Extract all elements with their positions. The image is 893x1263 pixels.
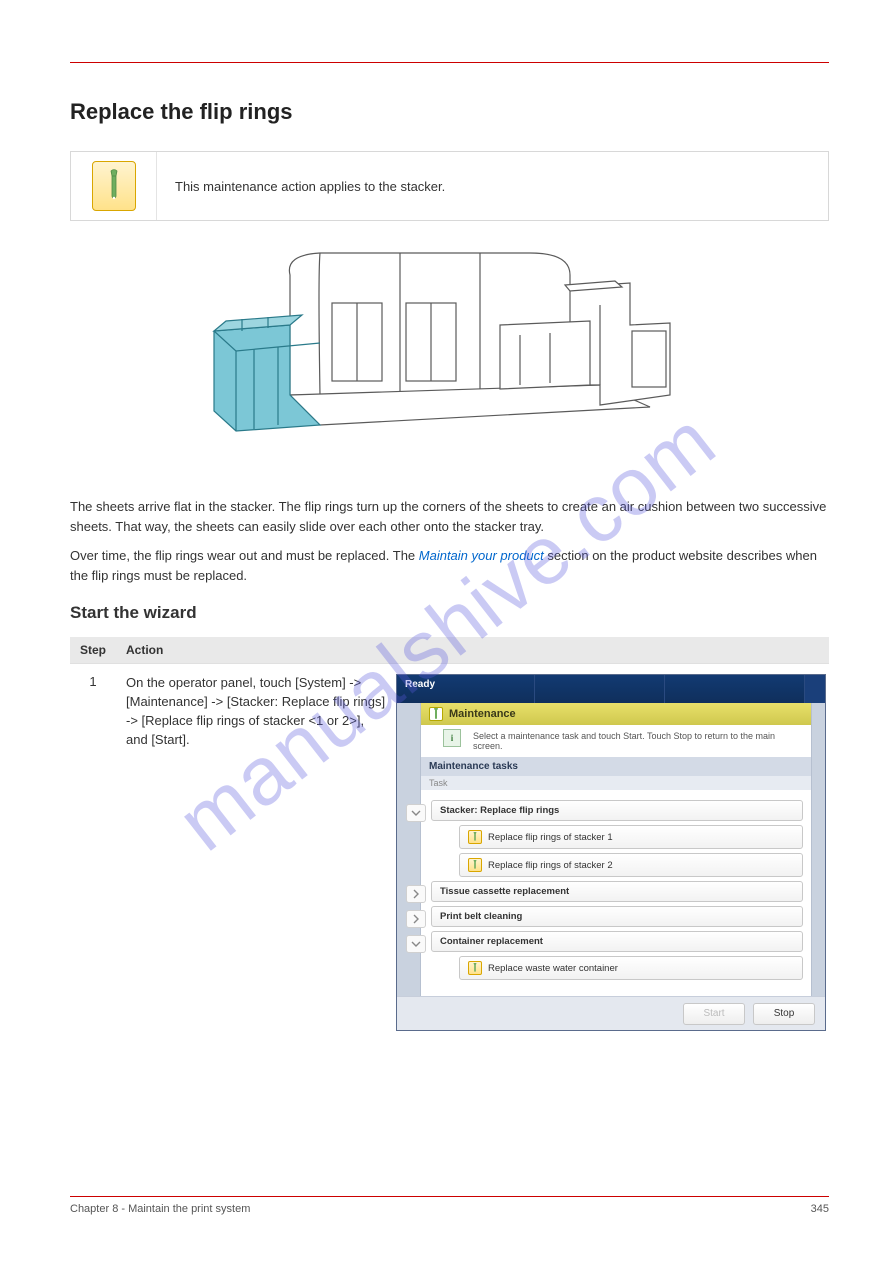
context-callout: This maintenance action applies to the s… [70,151,829,221]
task-group-container[interactable]: Container replacement [431,931,803,952]
titlebar-segment [665,675,805,703]
printer-line-drawing [170,235,730,475]
col-header-step: Step [70,637,116,664]
printer-diagram [70,235,829,475]
task-group-tissue[interactable]: Tissue cassette replacement [431,881,803,902]
footer-page-number: 345 [811,1203,829,1215]
titlebar-segment [805,675,825,703]
task-label: Replace flip rings of stacker 2 [488,860,613,871]
banner-label: Maintenance [449,708,516,720]
procedure-table: Step Action 1 On the operator panel, tou… [70,637,829,1041]
footer-chapter: Chapter 8 - Maintain the print system [70,1203,250,1215]
tasks-list: Stacker: Replace flip rings Replace flip… [421,790,811,996]
shot-footer: Start Stop [397,996,825,1030]
procedure-heading: Start the wizard [70,603,829,623]
maintenance-wrench-icon [468,830,482,844]
maintenance-wrench-icon [468,858,482,872]
info-text: Select a maintenance task and touch Star… [473,731,775,751]
start-button[interactable]: Start [683,1003,745,1025]
col-header-action: Action [116,637,396,664]
task-replace-fliprings-2[interactable]: Replace flip rings of stacker 2 [459,853,803,877]
task-group-printbelt[interactable]: Print belt cleaning [431,906,803,927]
maintenance-wrench-icon [468,961,482,975]
stop-button[interactable]: Stop [753,1003,815,1025]
page-footer: Chapter 8 - Maintain the print system 34… [70,1196,829,1215]
task-label: Replace flip rings of stacker 1 [488,832,613,843]
body-paragraph-2: Over time, the flip rings wear out and m… [70,546,829,585]
status-ready-label: Ready [397,675,535,703]
group-label: Tissue cassette replacement [440,886,569,897]
task-group-stacker[interactable]: Stacker: Replace flip rings [431,800,803,821]
page-title: Replace the flip rings [70,99,829,125]
chevron-down-icon[interactable] [406,935,426,953]
maintenance-banner: Maintenance [421,703,811,725]
group-label: Container replacement [440,936,543,947]
titlebar-segment [535,675,665,703]
header-rule [70,62,829,63]
task-replace-wastewater[interactable]: Replace waste water container [459,956,803,980]
task-replace-fliprings-1[interactable]: Replace flip rings of stacker 1 [459,825,803,849]
info-icon: i [443,729,461,747]
step-action: On the operator panel, touch [System] ->… [116,664,396,1042]
callout-text: This maintenance action applies to the s… [157,179,463,194]
maintenance-wrench-icon [92,161,136,211]
product-maintain-link[interactable]: Maintain your product [419,548,544,563]
tasks-subheader: Task [421,776,811,790]
info-strip: i Select a maintenance task and touch St… [421,725,811,757]
shot-titlebar: Ready [397,675,825,703]
body-paragraph-2-prefix: Over time, the flip rings wear out and m… [70,548,419,563]
task-label: Replace waste water container [488,963,618,974]
chevron-right-icon[interactable] [406,910,426,928]
wrench-icon [105,169,123,203]
tasks-header: Maintenance tasks [421,757,811,776]
group-label: Stacker: Replace flip rings [440,805,559,816]
step-number: 1 [70,664,116,1042]
chevron-down-icon[interactable] [406,804,426,822]
body-paragraph-1: The sheets arrive flat in the stacker. T… [70,497,829,536]
chevron-right-icon[interactable] [406,885,426,903]
operator-panel-screenshot: Ready [396,674,826,1031]
table-row: 1 On the operator panel, touch [System] … [70,664,829,1042]
shot-right-rail [811,703,825,996]
col-header-illustration [396,637,829,664]
callout-icon-cell [71,152,157,220]
maintenance-wrench-icon [429,707,443,721]
group-label: Print belt cleaning [440,911,522,922]
